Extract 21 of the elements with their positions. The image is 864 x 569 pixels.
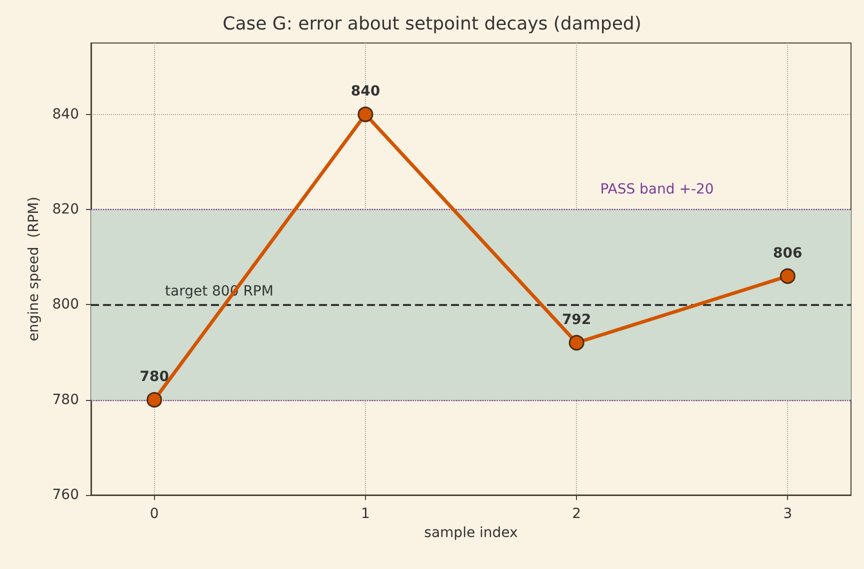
x-tick-label: 3: [783, 506, 792, 522]
point: [146, 392, 162, 408]
data-label: 780: [140, 369, 170, 386]
y-tick-label: 820: [52, 202, 79, 218]
point: [780, 268, 796, 284]
band-label: PASS band +-20: [600, 182, 714, 198]
x-tick-label: 1: [360, 506, 370, 522]
data-label: 840: [350, 84, 380, 100]
chart-title: Case G: error about setpoint decays (damped): [222, 14, 642, 34]
data-label: 792: [562, 312, 592, 328]
x-tick-label: 2: [572, 506, 582, 522]
point: [568, 335, 584, 350]
x-tick-label: 0: [150, 506, 159, 522]
y-tick-label: 780: [52, 392, 79, 408]
y-tick-label: 760: [52, 487, 79, 503]
y-tick-label: 840: [52, 106, 79, 122]
y-tick-label: 800: [52, 296, 79, 313]
y-axis-title: engine speed (RPM): [26, 196, 42, 342]
point: [358, 106, 374, 122]
data-label: 806: [773, 245, 802, 262]
x-axis-title: sample index: [424, 524, 518, 541]
